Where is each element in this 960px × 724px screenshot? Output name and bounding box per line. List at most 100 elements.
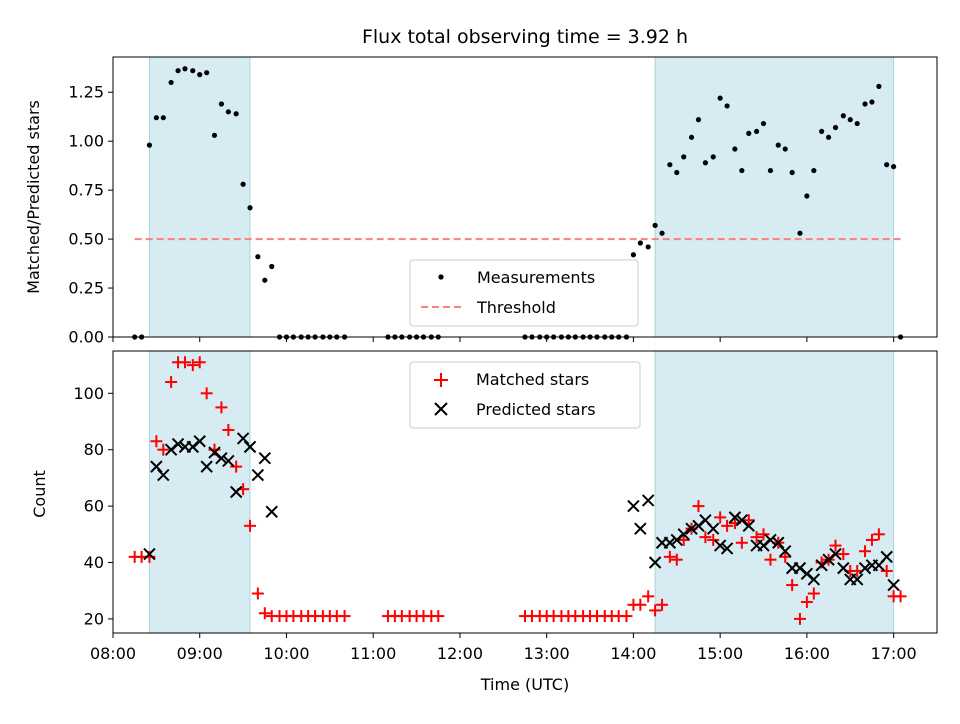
top-x-ticks	[112, 337, 895, 342]
matched-star-point	[880, 564, 893, 577]
bottom-y-ticks: 20 40 60 80 100	[73, 384, 113, 628]
measurement-point	[767, 167, 774, 174]
bottom-observing-window-2	[654, 350, 895, 634]
measurement-point	[269, 263, 275, 270]
predicted-star-point	[150, 460, 163, 473]
measurement-point	[847, 117, 853, 123]
legend-predicted-marker	[434, 402, 448, 416]
measurement-point	[681, 154, 687, 160]
bottom-legend-box	[409, 361, 641, 429]
matched-star-point	[178, 356, 191, 369]
x-tick-label: 14:00	[610, 644, 656, 663]
matched-star-point	[699, 531, 712, 544]
matched-star-point	[786, 579, 799, 592]
x-tick-label: 11:00	[350, 644, 396, 663]
matched-star-point	[721, 519, 734, 532]
count-panel: 20 40 60 80 100 08:00 09:00 10:00 11:00 12:00 13:…	[30, 350, 938, 694]
measurement-point	[804, 193, 810, 199]
matched-star-point	[757, 528, 770, 541]
predicted-star-point	[243, 440, 257, 454]
predicted-star-point	[707, 522, 720, 535]
measurement-point	[218, 101, 225, 107]
bottom-y-tick-label: 40	[84, 553, 104, 572]
measurement-point	[782, 146, 788, 152]
matched-star-point	[634, 598, 647, 611]
measurement-point	[255, 254, 261, 260]
x-axis-label: Time (UTC)	[480, 675, 569, 694]
matched-star-point	[230, 460, 243, 473]
predicted-star-point	[627, 499, 640, 513]
matched-star-point	[807, 587, 820, 600]
measurement-point	[630, 252, 637, 258]
predicted-star-point	[829, 547, 842, 561]
matched-star-point	[215, 401, 228, 414]
top-legend: Measurements Threshold	[409, 259, 639, 327]
predicted-star-point	[880, 550, 893, 564]
matched-star-point	[894, 590, 907, 603]
matched-star-point	[258, 607, 271, 620]
measurement-point	[732, 146, 738, 152]
predicted-star-point	[713, 539, 727, 552]
matched-star-point	[750, 531, 763, 544]
predicted-star-point	[850, 573, 864, 586]
predicted-star-point	[677, 528, 690, 541]
measurement-point	[211, 132, 218, 138]
measurement-point	[746, 130, 752, 136]
matched-star-point	[670, 553, 683, 566]
x-tick-label: 16:00	[784, 644, 830, 663]
x-tick-label: 15:00	[697, 644, 743, 663]
measurement-point	[645, 244, 651, 250]
bottom-observing-window-1	[148, 350, 251, 634]
measurement-point	[204, 70, 210, 76]
measurement-point	[695, 117, 702, 123]
x-tick-label: 08:00	[90, 644, 136, 663]
measurement-point	[153, 115, 159, 121]
predicted-star-point	[858, 561, 872, 575]
predicted-star-point	[772, 536, 785, 549]
predicted-star-point	[720, 542, 734, 555]
predicted-star-point	[779, 545, 792, 558]
measurement-point	[247, 205, 253, 211]
top-y-tick-label: 1.25	[68, 83, 104, 102]
predicted-star-point	[265, 505, 278, 518]
measurement-point	[797, 230, 803, 236]
predicted-star-point	[200, 460, 213, 473]
matched-star-point	[150, 435, 163, 448]
legend-measurements-marker	[438, 274, 444, 280]
bottom-y-tick-label: 80	[84, 440, 104, 459]
matched-star-point	[620, 610, 633, 623]
legend-measurements-label: Measurements	[477, 268, 595, 287]
matched-star-point	[677, 533, 690, 546]
measurement-point	[182, 66, 188, 72]
top-y-tick-label: 0.50	[68, 230, 104, 249]
predicted-star-point	[229, 485, 243, 499]
measurement-point	[811, 167, 817, 174]
top-legend-box	[409, 259, 639, 327]
predicted-star-point	[157, 468, 170, 482]
matched-star-point	[649, 604, 662, 617]
predicted-stars-series	[143, 432, 900, 592]
top-y-ticks: 0.00 0.25 0.50 0.75 1.00 1.25	[68, 83, 113, 347]
matched-star-point	[157, 443, 170, 456]
measurement-point	[819, 128, 825, 135]
predicted-star-point	[728, 511, 742, 524]
top-observing-window-1	[148, 56, 251, 338]
predicted-star-point	[685, 522, 698, 535]
measurement-point	[262, 277, 268, 283]
matched-star-point	[193, 356, 206, 369]
matched-star-point	[165, 376, 178, 389]
measurement-point	[862, 101, 868, 107]
legend-matched-marker	[434, 373, 448, 387]
matched-star-point	[872, 528, 885, 541]
matched-star-point	[829, 539, 842, 552]
measurement-point	[225, 109, 231, 115]
predicted-star-point	[887, 578, 900, 592]
matched-star-point	[735, 536, 748, 549]
matched-star-point	[779, 550, 792, 563]
matched-star-point	[186, 359, 199, 372]
measurement-point	[197, 72, 203, 78]
measurement-point	[674, 169, 680, 176]
predicted-star-point	[171, 437, 185, 451]
x-tick-label: 10:00	[263, 644, 309, 663]
